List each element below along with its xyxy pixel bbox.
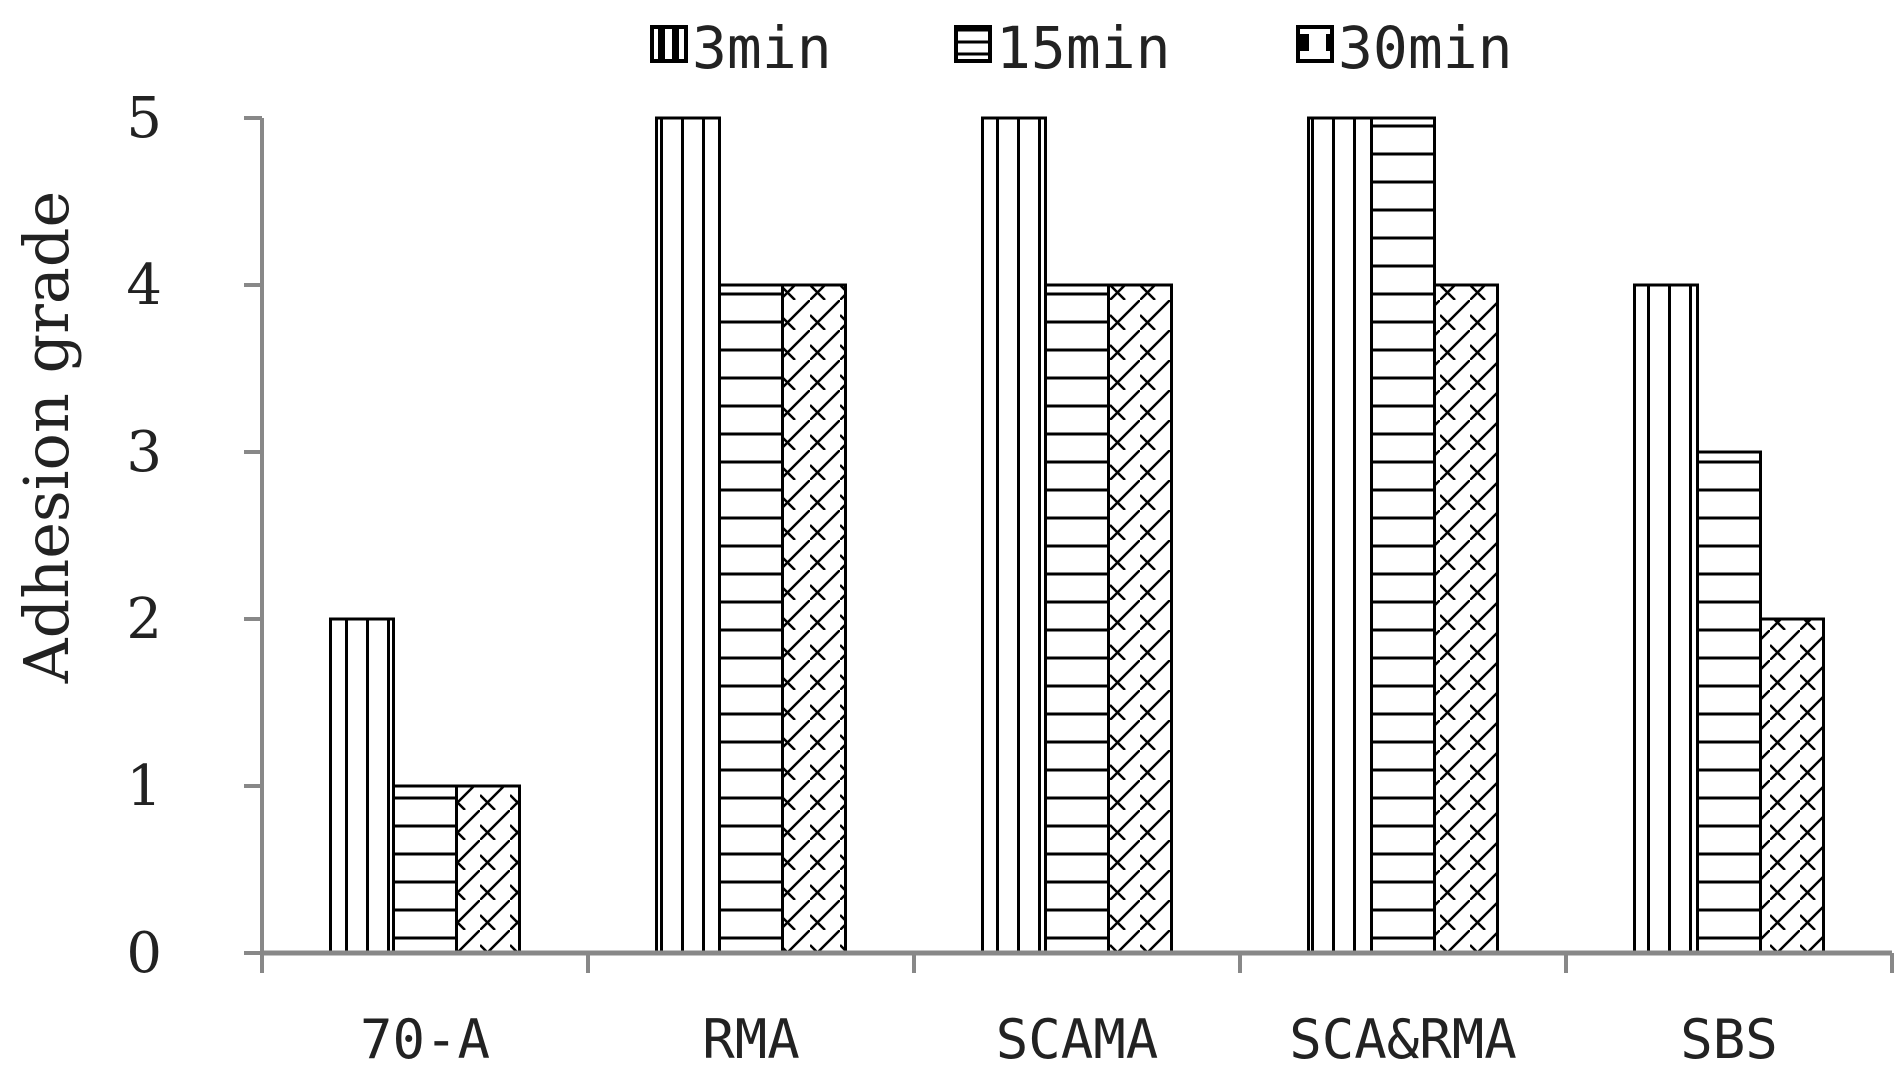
legend-swatch-15min: [954, 25, 992, 63]
bar-30min-SBS: [1759, 617, 1825, 955]
x-tick-label: SBS: [1680, 1008, 1778, 1071]
x-axis: 70-A RMA SCAMA SCA&RMA SBS: [260, 950, 1894, 1071]
bar-30min-SCAMA: [1107, 283, 1173, 955]
bar-15min-RMA: [718, 283, 784, 955]
y-tick-label: 3: [126, 420, 162, 485]
y-tick-label: 0: [126, 921, 162, 986]
bar-30min-RMA: [781, 283, 847, 955]
bar-15min-SCAMA: [1044, 283, 1110, 955]
bar-30min-SCA&RMA: [1433, 283, 1499, 955]
y-tick-label: 4: [126, 253, 162, 318]
bars: [329, 116, 1825, 955]
legend-swatch-3min: [650, 25, 688, 63]
bar-3min-SBS: [1633, 283, 1699, 955]
y-tick-label: 5: [126, 86, 162, 151]
legend-label-15min: 15min: [996, 14, 1171, 82]
bar-3min-70-A: [329, 617, 395, 955]
legend: 3min 15min 30min: [650, 14, 1513, 82]
x-tick-label: SCAMA: [996, 1008, 1159, 1071]
y-tick-label: 1: [126, 754, 162, 819]
y-axis-title: Adhesion grade: [10, 191, 83, 684]
x-tick-label: RMA: [702, 1008, 800, 1071]
legend-label-3min: 3min: [692, 14, 832, 82]
bar-15min-SBS: [1696, 450, 1762, 955]
x-tick-label: 70-A: [360, 1008, 490, 1071]
bar-3min-SCAMA: [981, 116, 1047, 955]
y-tick-label: 2: [126, 587, 162, 652]
bar-3min-SCA&RMA: [1307, 116, 1373, 955]
legend-swatch-30min: [1296, 25, 1334, 63]
x-tick-label: SCA&RMA: [1289, 1008, 1517, 1071]
legend-label-30min: 30min: [1338, 14, 1513, 82]
bar-30min-70-A: [455, 784, 521, 955]
bar-15min-SCA&RMA: [1370, 116, 1436, 955]
bar-3min-RMA: [655, 116, 721, 955]
y-axis: 0 1 2 3 4 5: [126, 86, 264, 986]
bar-15min-70-A: [392, 784, 458, 955]
